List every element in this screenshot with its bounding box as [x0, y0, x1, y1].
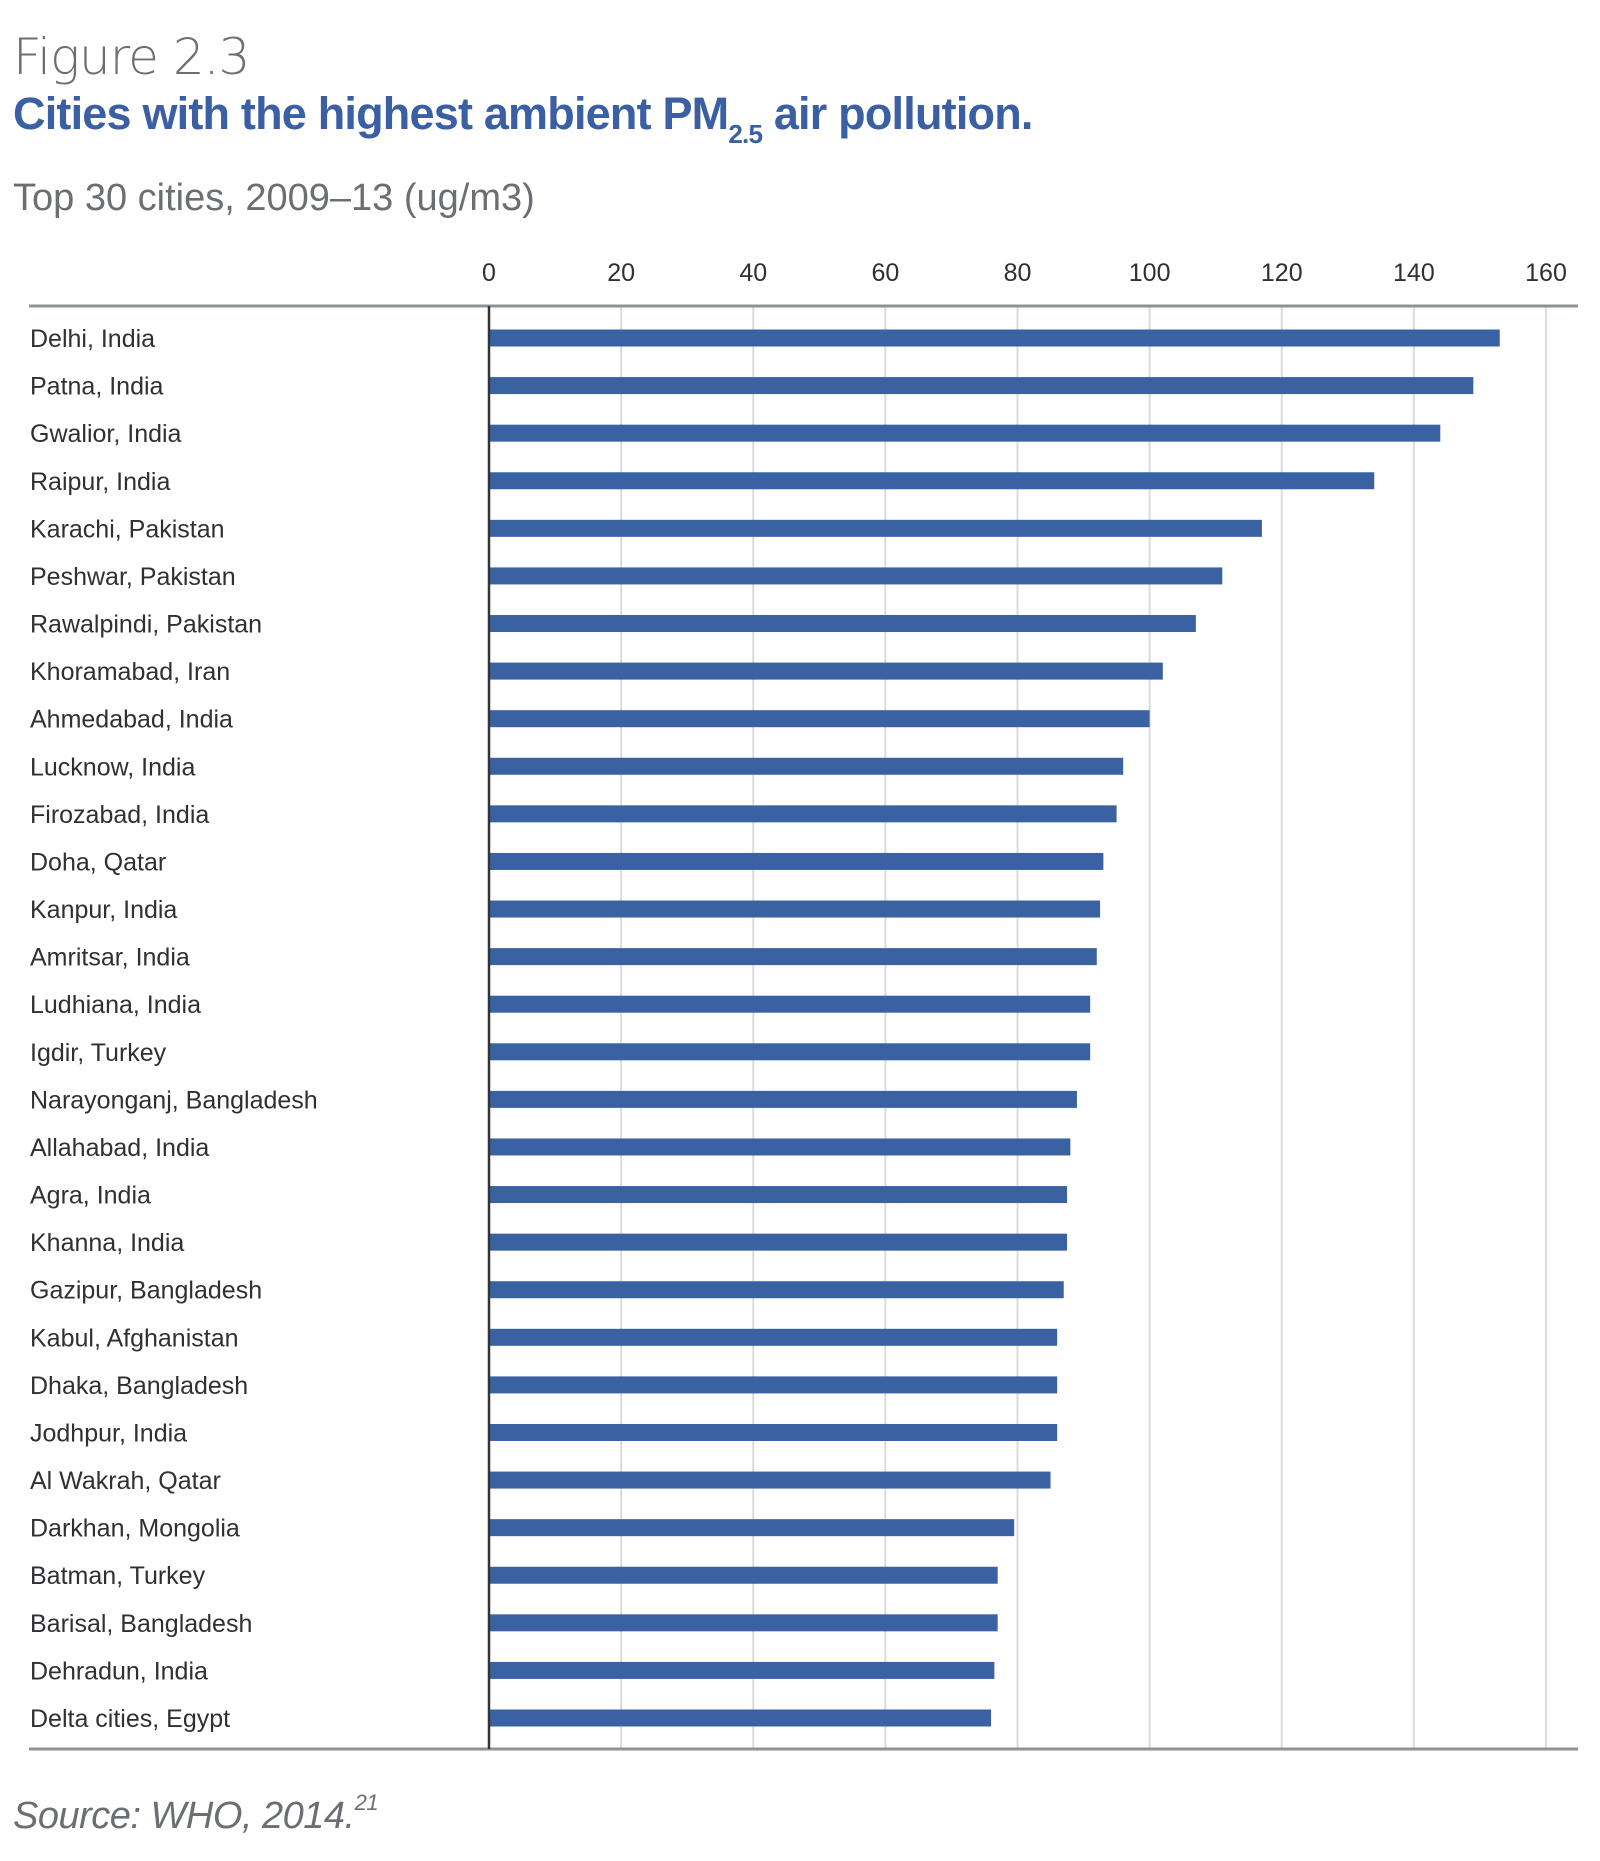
category-label: Barisal, Bangladesh — [30, 1610, 252, 1638]
title-main: Cities with the highest ambient PM — [13, 88, 729, 139]
bar-7 — [489, 615, 1196, 633]
bar-29 — [489, 1661, 995, 1679]
category-label: Peshwar, Pakistan — [30, 563, 236, 591]
category-label: Jodhpur, India — [30, 1419, 187, 1447]
category-label: Doha, Qatar — [30, 848, 166, 876]
category-label: Kabul, Afghanistan — [30, 1324, 239, 1352]
category-label: Karachi, Pakistan — [30, 515, 225, 543]
bar-20 — [489, 1233, 1068, 1251]
bar-6 — [489, 567, 1223, 585]
x-tick-label: 0 — [482, 259, 496, 287]
bar-11 — [489, 805, 1117, 823]
bar-22 — [489, 1328, 1058, 1346]
chart-title: Cities with the highest ambient PM2.5 ai… — [13, 88, 1034, 147]
category-label: Narayonganj, Bangladesh — [30, 1086, 318, 1114]
bar-18 — [489, 1138, 1071, 1156]
category-label: Allahabad, India — [30, 1134, 209, 1162]
bar-5 — [489, 519, 1262, 537]
source-text: Source: WHO, 2014. — [13, 1795, 355, 1837]
bar-25 — [489, 1471, 1051, 1489]
bar-8 — [489, 662, 1163, 680]
x-tick-label: 40 — [739, 259, 767, 287]
category-label: Gazipur, Bangladesh — [30, 1277, 262, 1305]
title-subscript: 2.5 — [728, 119, 763, 149]
category-label: Darkhan, Mongolia — [30, 1515, 240, 1543]
category-label: Al Wakrah, Qatar — [30, 1467, 221, 1495]
bar-19 — [489, 1186, 1068, 1204]
title-end: air pollution. — [762, 88, 1034, 139]
bar-28 — [489, 1614, 998, 1632]
axes — [29, 304, 1578, 1751]
figure-label: Figure 2.3 — [13, 28, 250, 86]
category-label: Ahmedabad, India — [30, 706, 233, 734]
category-label: Igdir, Turkey — [30, 1039, 167, 1067]
chart-subtitle: Top 30 cities, 2009–13 (ug/m3) — [13, 177, 535, 219]
bar-16 — [489, 1043, 1091, 1061]
bar-4 — [489, 472, 1375, 490]
category-label: Delhi, India — [30, 325, 155, 353]
bar-24 — [489, 1423, 1058, 1441]
category-label: Raipur, India — [30, 468, 170, 496]
category-label: Batman, Turkey — [30, 1562, 206, 1590]
bar-26 — [489, 1519, 1015, 1537]
source-footnote: 21 — [354, 1790, 379, 1815]
category-label: Kanpur, India — [30, 896, 177, 924]
x-tick-label: 20 — [607, 259, 635, 287]
category-labels: Delhi, India Patna, India Gwalior, India Ra… — [30, 325, 318, 1733]
category-label: Agra, India — [30, 1182, 151, 1210]
x-tick-label: 160 — [1525, 259, 1567, 287]
bar-13 — [489, 900, 1101, 918]
bar-21 — [489, 1281, 1064, 1299]
x-tick-label: 140 — [1393, 259, 1435, 287]
category-label: Firozabad, India — [30, 801, 209, 829]
bar-12 — [489, 852, 1104, 870]
category-label: Amritsar, India — [30, 944, 190, 972]
bar-10 — [489, 757, 1124, 775]
category-label: Dehradun, India — [30, 1657, 208, 1685]
x-tick-label: 60 — [871, 259, 899, 287]
bar-14 — [489, 948, 1097, 966]
category-label: Lucknow, India — [30, 753, 195, 781]
bar-23 — [489, 1376, 1058, 1394]
bar-1 — [489, 329, 1500, 347]
source-note: Source: WHO, 2014.21 — [13, 1792, 379, 1838]
bar-3 — [489, 424, 1441, 442]
x-tick-label: 80 — [1004, 259, 1032, 287]
category-label: Ludhiana, India — [30, 991, 201, 1019]
category-label: Gwalior, India — [30, 420, 182, 448]
bar-2 — [489, 377, 1474, 395]
category-label: Patna, India — [30, 373, 164, 401]
bars — [489, 329, 1500, 1727]
bar-17 — [489, 1090, 1077, 1108]
x-axis-ticks: 0 20 40 60 80 100 120 140 160 — [482, 259, 1567, 287]
category-label: Khanna, India — [30, 1229, 184, 1257]
category-label: Delta cities, Egypt — [30, 1705, 230, 1733]
bar-15 — [489, 995, 1091, 1013]
bar-30 — [489, 1709, 992, 1727]
category-label: Rawalpindi, Pakistan — [30, 611, 262, 639]
bar-27 — [489, 1566, 998, 1584]
category-label: Khoramabad, Iran — [30, 658, 230, 686]
category-label: Dhaka, Bangladesh — [30, 1372, 248, 1400]
bar-9 — [489, 710, 1150, 728]
gridlines — [620, 306, 1547, 1749]
x-tick-label: 120 — [1261, 259, 1303, 287]
x-tick-label: 100 — [1129, 259, 1171, 287]
